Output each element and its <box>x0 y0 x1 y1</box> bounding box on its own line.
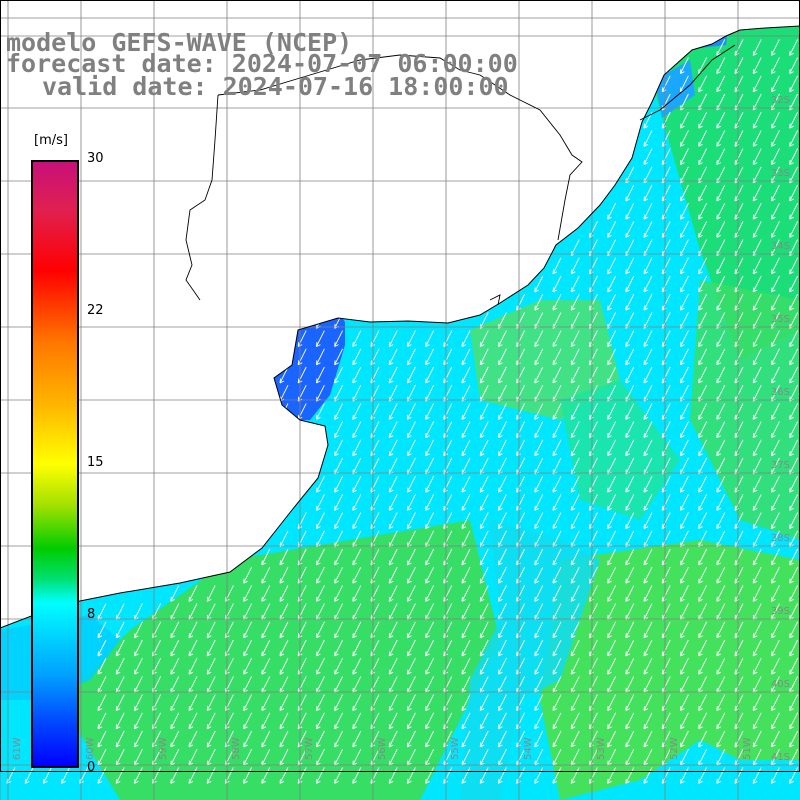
colorbar-tick-15: 15 <box>87 455 104 470</box>
lat-label-4: 36S <box>771 387 790 398</box>
lon-label-8: 53W <box>596 737 607 760</box>
lon-label-4: 57W <box>304 737 315 760</box>
lat-label-0: 32S <box>771 95 790 106</box>
grid-labels: 32S 33S 34S 35S 36S 37S 38S 39S 40S 41S 61W 60W 59W 5… <box>12 95 790 763</box>
wind-patch-3 <box>60 520 500 800</box>
lat-label-5: 37S <box>771 460 790 471</box>
lon-label-10: 51W <box>742 737 753 760</box>
lat-label-2: 34S <box>771 241 790 252</box>
lat-label-1: 33S <box>771 168 790 179</box>
lat-label-3: 35S <box>771 314 790 325</box>
colorbar-tick-22: 22 <box>87 303 104 318</box>
wind-patch-channel <box>460 520 600 800</box>
colorbar-tick-30: 30 <box>87 151 104 166</box>
lon-label-0: 61W <box>12 737 23 760</box>
border-uruguay-north <box>217 54 583 241</box>
model-title: modelo GEFS-WAVE (NCEP) <box>6 28 353 57</box>
lat-label-8: 40S <box>771 679 790 690</box>
lagoon-shore <box>639 44 736 121</box>
lon-label-5: 56W <box>377 737 388 760</box>
coast-line <box>0 25 800 629</box>
lon-label-6: 55W <box>450 737 461 760</box>
colorbar <box>31 160 79 768</box>
lat-label-7: 39S <box>771 606 790 617</box>
lon-label-1: 60W <box>85 737 96 760</box>
border-uruguay-west <box>185 94 219 301</box>
lat-label-9: 41S <box>771 752 790 763</box>
lon-label-9: 52W <box>669 737 680 760</box>
colorbar-tick-0: 0 <box>87 760 96 775</box>
valid-date: valid date: 2024-07-16 18:00:00 <box>42 72 509 101</box>
lon-label-2: 59W <box>158 737 169 760</box>
colorbar-unit: [m/s] <box>34 133 68 148</box>
lon-label-7: 54W <box>523 737 534 760</box>
lon-label-3: 58W <box>231 737 242 760</box>
lat-label-6: 38S <box>771 533 790 544</box>
colorbar-tick-8: 8 <box>87 607 96 622</box>
forecast-date: forecast date: 2024-07-07 06:00:00 <box>6 49 518 78</box>
wind-patch-1 <box>470 300 620 420</box>
wind-patch-4 <box>540 540 800 800</box>
islet-outline <box>489 294 501 306</box>
coastline <box>0 25 800 629</box>
land-area <box>0 0 800 628</box>
